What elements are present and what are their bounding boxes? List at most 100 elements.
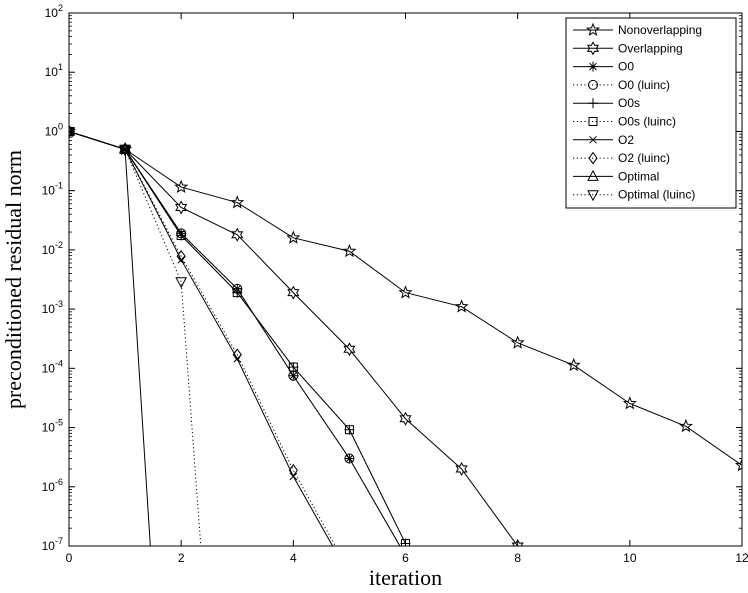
data-marker (119, 142, 131, 154)
legend-entry: O0 (luinc) (573, 78, 670, 92)
y-tick-label: 10-7 (42, 536, 63, 553)
data-marker (454, 299, 469, 313)
data-marker (174, 179, 189, 194)
data-marker (288, 362, 298, 372)
data-marker (511, 538, 524, 546)
x-axis-label: iteration (369, 565, 442, 590)
y-axis-ticks: 102 101 100 10-1 10-2 10-3 10-4 10-5 10-6 10-7 (42, 3, 742, 553)
series-o0s-luinc (69, 126, 410, 546)
legend-label: O2 (luinc) (618, 151, 670, 165)
data-marker (176, 249, 186, 263)
data-marker (588, 151, 598, 165)
data-marker (588, 61, 598, 72)
x-tick-label: 4 (290, 551, 297, 565)
data-marker (232, 287, 243, 298)
data-marker (231, 227, 244, 242)
data-marker (342, 243, 357, 258)
legend-entry: O0s (573, 96, 640, 110)
data-marker (587, 169, 599, 181)
series-line (69, 130, 336, 546)
legend-label: Optimal (618, 169, 659, 183)
legend-entry: O0s (luinc) (573, 115, 676, 129)
legend-label: Nonoverlapping (618, 23, 702, 37)
x-axis-ticks: 0 2 4 6 8 10 12 (66, 13, 748, 565)
data-marker (69, 124, 76, 139)
data-marker (401, 539, 410, 546)
series-o0 (69, 126, 401, 546)
legend-entry: Optimal (luinc) (573, 188, 695, 202)
data-marker (455, 461, 468, 476)
data-marker (176, 230, 186, 240)
data-marker (588, 117, 598, 126)
legend-entry: Optimal (573, 169, 659, 183)
x-tick-label: 10 (623, 551, 637, 565)
y-tick-label: 100 (45, 121, 63, 138)
legend-label: Optimal (luinc) (618, 188, 695, 202)
data-marker (734, 457, 742, 472)
x-tick-label: 6 (402, 551, 409, 565)
data-marker (175, 200, 188, 215)
data-marker (622, 396, 637, 410)
series-line (69, 130, 151, 546)
series-line (69, 130, 334, 546)
data-marker (288, 463, 298, 477)
series-line (69, 130, 742, 466)
data-marker (678, 418, 693, 433)
x-tick-label: 2 (178, 551, 185, 565)
legend-label: O2 (618, 133, 634, 147)
data-marker (286, 230, 301, 244)
legend: Nonoverlapping Overlapping O0 O0 (luinc) O0s… (565, 17, 737, 209)
x-tick-label: 0 (66, 551, 73, 565)
series-line (69, 130, 401, 546)
legend-entry: O2 (573, 133, 634, 147)
data-marker (344, 425, 354, 435)
legend-entry: O0 (573, 60, 634, 74)
data-marker (119, 144, 131, 156)
series-line (69, 130, 202, 546)
y-tick-label: 10-5 (42, 418, 63, 435)
y-tick-label: 102 (45, 3, 63, 20)
legend-entry: O2 (luinc) (573, 151, 670, 165)
data-marker (399, 411, 412, 426)
y-tick-label: 10-2 (42, 240, 63, 257)
data-marker (232, 288, 242, 298)
data-marker (588, 98, 598, 109)
data-marker (566, 357, 581, 372)
data-marker (176, 230, 187, 241)
y-tick-label: 10-4 (42, 358, 63, 375)
series-optimal (69, 124, 151, 546)
legend-label: Overlapping (618, 41, 683, 55)
data-marker (587, 190, 599, 202)
series-line (69, 130, 406, 544)
series-line (69, 130, 401, 546)
data-marker (177, 255, 186, 264)
y-axis-label: preconditioned residual norm (1, 150, 26, 409)
data-marker (175, 277, 187, 289)
series-optimal-luinc (69, 126, 202, 546)
legend-label: O0 (luinc) (618, 78, 670, 92)
data-marker (589, 135, 597, 144)
series-line (69, 130, 519, 546)
y-tick-label: 101 (45, 62, 63, 79)
data-marker (287, 285, 300, 300)
data-marker (398, 285, 413, 299)
data-marker (69, 125, 74, 138)
series-o0s (69, 126, 411, 546)
data-marker (232, 348, 242, 362)
data-marker (69, 124, 75, 136)
series-o0-luinc (69, 126, 401, 546)
data-marker (588, 79, 598, 90)
data-marker (343, 342, 356, 357)
plot-content (69, 124, 742, 546)
data-marker (585, 22, 601, 36)
x-tick-label: 12 (735, 551, 748, 565)
y-tick-label: 10-3 (42, 299, 63, 316)
x-tick-label: 8 (514, 551, 521, 565)
data-marker (344, 453, 355, 464)
series-o2 (69, 127, 334, 546)
legend-label: O0s (luinc) (618, 115, 676, 129)
legend-entry: Overlapping (573, 41, 683, 56)
y-tick-label: 10-1 (42, 181, 63, 198)
data-marker (230, 195, 245, 209)
